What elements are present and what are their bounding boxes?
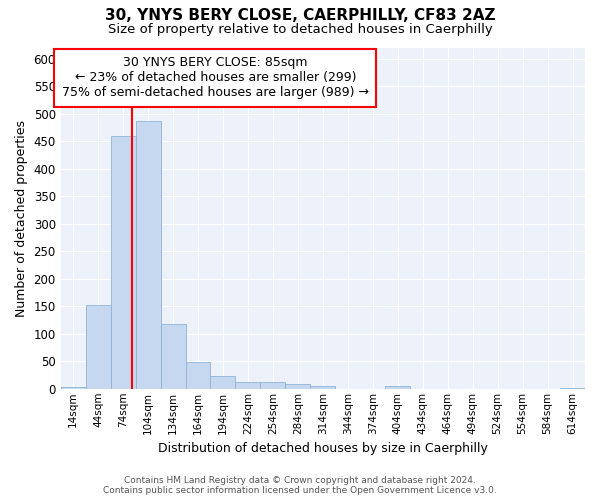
Text: 30 YNYS BERY CLOSE: 85sqm
← 23% of detached houses are smaller (299)
75% of semi: 30 YNYS BERY CLOSE: 85sqm ← 23% of detac… (62, 56, 369, 99)
Y-axis label: Number of detached properties: Number of detached properties (15, 120, 28, 316)
Text: Size of property relative to detached houses in Caerphilly: Size of property relative to detached ho… (107, 22, 493, 36)
Bar (235, 382, 260, 389)
Bar (110, 136, 136, 389)
Bar (385, 386, 410, 389)
Bar (560, 388, 585, 389)
Bar (136, 120, 161, 389)
X-axis label: Distribution of detached houses by size in Caerphilly: Distribution of detached houses by size … (158, 442, 488, 455)
Bar (286, 384, 310, 389)
Bar (61, 387, 86, 389)
Bar (211, 376, 235, 389)
Text: Contains HM Land Registry data © Crown copyright and database right 2024.
Contai: Contains HM Land Registry data © Crown c… (103, 476, 497, 495)
Bar (310, 386, 335, 389)
Bar (86, 305, 110, 389)
Text: 30, YNYS BERY CLOSE, CAERPHILLY, CF83 2AZ: 30, YNYS BERY CLOSE, CAERPHILLY, CF83 2A… (105, 8, 495, 22)
Bar (260, 382, 286, 389)
Bar (185, 362, 211, 389)
Bar (161, 324, 185, 389)
